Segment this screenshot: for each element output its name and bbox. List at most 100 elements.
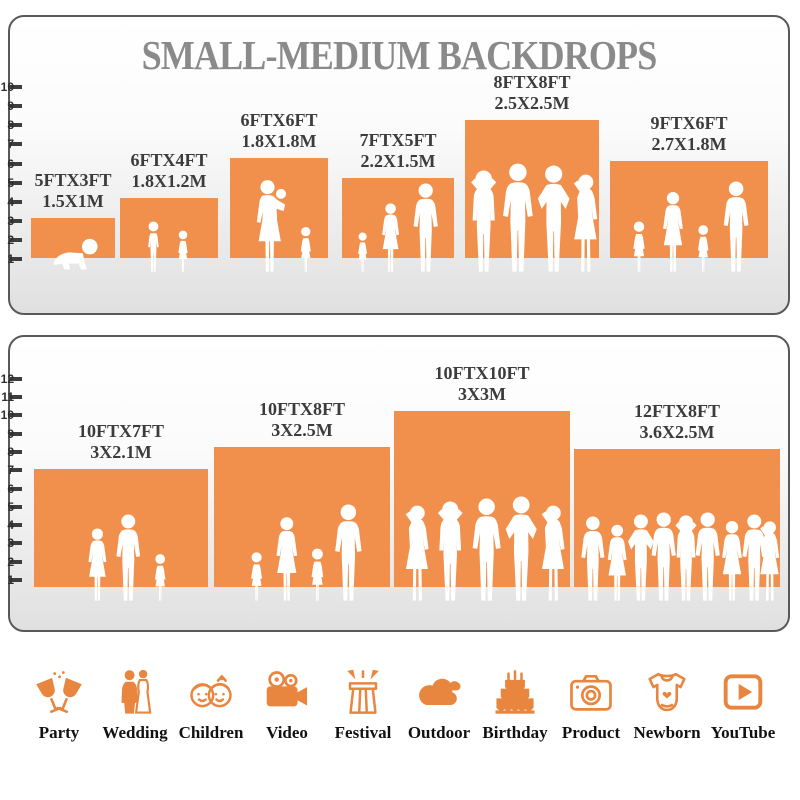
size-feet: 10FTX7FT bbox=[77, 421, 165, 441]
ruler-tick bbox=[9, 541, 22, 546]
backdrops-panel-medium: 1 2 3 4 5 6 7 8 9 10 11 12 10FTX7FT 3X2.1M 10FTX8FT 3X2… bbox=[1, 335, 790, 632]
person-silhouette-woman-arm-up bbox=[752, 520, 788, 601]
category-youtube: YouTube bbox=[706, 660, 780, 758]
person-silhouette-woman bbox=[715, 516, 749, 601]
size-meters: 2.7X1.8M bbox=[651, 134, 727, 154]
ruler-tick-label: 4 bbox=[7, 518, 14, 533]
backdrop-10ftx8ft: 10FTX8FT 3X2.5M bbox=[214, 399, 390, 601]
person-silhouette-woman bbox=[82, 524, 113, 601]
person-silhouette-girl bbox=[150, 550, 170, 601]
category-label: Video bbox=[266, 723, 308, 742]
page-title: SMALL-MEDIUM BACKDROPS bbox=[141, 32, 658, 78]
person-silhouette-woman-arm-up bbox=[396, 504, 439, 601]
ruler-tick bbox=[9, 376, 22, 381]
ruler-tick-label: 9 bbox=[7, 426, 14, 441]
person-silhouette-man-arms-up bbox=[427, 500, 473, 601]
size-meters: 3X2.5M bbox=[271, 420, 333, 440]
ruler-tick bbox=[9, 161, 22, 166]
backdrop-rect bbox=[214, 447, 390, 587]
person-silhouette-man bbox=[736, 514, 773, 601]
category-label: Children bbox=[178, 723, 244, 742]
backdrop-size-label: 7FTX5FT 2.2X1.5M bbox=[359, 130, 436, 172]
ruler-tick bbox=[9, 431, 22, 436]
size-feet: 7FTX5FT bbox=[359, 130, 437, 150]
backdrop-10ftx10ft: 10FTX10FT 3X3M bbox=[394, 363, 570, 601]
birthday-icon bbox=[489, 666, 541, 718]
category-label: Product bbox=[561, 723, 621, 742]
category-newborn: Newborn bbox=[630, 660, 704, 758]
person-silhouette-woman bbox=[601, 520, 633, 601]
backdrop-size-label: 9FTX6FT 2.7X1.8M bbox=[650, 113, 727, 155]
ruler-tick-label: 6 bbox=[7, 481, 14, 496]
backdrop-size-label: 10FTX7FT 3X2.1M bbox=[78, 421, 164, 463]
person-silhouette-boy bbox=[142, 220, 165, 272]
ruler-tick-label: 2 bbox=[7, 554, 14, 569]
category-label: YouTube bbox=[710, 723, 776, 742]
person-silhouette-girl bbox=[354, 229, 371, 272]
person-silhouette-girl bbox=[246, 548, 267, 601]
ruler-tick-label: 10 bbox=[0, 408, 14, 423]
product-icon bbox=[565, 666, 617, 718]
backdrop-rect bbox=[34, 469, 208, 587]
ruler-tick bbox=[9, 218, 22, 223]
ruler-tick bbox=[9, 199, 22, 204]
size-feet: 9FTX6FT bbox=[650, 113, 728, 133]
person-silhouette-man bbox=[689, 512, 726, 601]
ruler-tick bbox=[9, 237, 22, 242]
category-birthday: Birthday bbox=[478, 660, 552, 758]
person-silhouette-woman-arm-up bbox=[532, 504, 575, 601]
person-silhouette-baby-crawling bbox=[46, 236, 104, 272]
children-icon bbox=[185, 666, 237, 718]
backdrop-size-label: 6FTX6FT 1.8X1.8M bbox=[240, 110, 317, 152]
backdrop-8ftx8ft: 8FTX8FT 2.5X2.5M bbox=[465, 72, 599, 272]
ruler-tick-label: 6 bbox=[7, 156, 14, 171]
backdrop-rect bbox=[120, 198, 218, 258]
category-children: Children bbox=[174, 660, 248, 758]
person-silhouette-man bbox=[645, 512, 682, 601]
person-silhouette-man-hands-hips bbox=[528, 165, 579, 272]
category-label: Wedding bbox=[102, 723, 168, 742]
ruler-tick-label: 7 bbox=[7, 463, 14, 478]
backdrop-size-label: 8FTX8FT 2.5X2.5M bbox=[493, 72, 570, 114]
ruler-tick bbox=[9, 104, 22, 109]
ruler-tick bbox=[9, 395, 22, 399]
festival-icon bbox=[337, 666, 389, 718]
ruler-tick-label: 5 bbox=[7, 175, 14, 190]
person-silhouette-woman-arm-up bbox=[564, 173, 608, 272]
wedding-icon bbox=[109, 666, 161, 718]
ruler-tick-label: 5 bbox=[7, 499, 14, 514]
ruler-tick bbox=[9, 504, 22, 509]
category-row: Party Wedding Children Video Festival Outdoor… bbox=[22, 660, 780, 758]
outdoor-icon bbox=[413, 666, 465, 718]
category-label: Party bbox=[38, 723, 80, 742]
ruler-tick bbox=[9, 142, 22, 147]
size-feet: 12FTX8FT bbox=[633, 401, 721, 421]
ruler-tick-label: 9 bbox=[7, 99, 14, 114]
category-party: Party bbox=[22, 660, 96, 758]
ruler-tick-label: 10 bbox=[0, 80, 14, 95]
person-silhouette-man bbox=[110, 514, 147, 601]
person-silhouette-girl bbox=[174, 227, 192, 272]
newborn-icon bbox=[641, 666, 693, 718]
person-silhouette-man-hands-hips bbox=[620, 514, 662, 601]
ruler-tick-label: 11 bbox=[1, 390, 14, 404]
category-video: Video bbox=[250, 660, 324, 758]
category-label: Birthday bbox=[482, 723, 548, 742]
backdrop-9ftx6ft: 9FTX6FT 2.7X1.8M bbox=[610, 113, 768, 272]
person-silhouette-man-arms-up bbox=[666, 514, 706, 601]
person-silhouette-woman bbox=[656, 187, 690, 272]
size-meters: 3X3M bbox=[457, 384, 506, 404]
video-icon bbox=[261, 666, 313, 718]
backdrop-rect bbox=[574, 449, 780, 587]
person-silhouette-man bbox=[575, 516, 611, 601]
category-label: Outdoor bbox=[407, 723, 471, 742]
backdrop-size-label: 5FTX3FT 1.5X1M bbox=[34, 170, 111, 212]
ruler-tick bbox=[9, 486, 22, 491]
category-wedding: Wedding bbox=[98, 660, 172, 758]
size-meters: 1.8X1.8M bbox=[241, 131, 317, 151]
ruler-tick-label: 1 bbox=[7, 252, 14, 266]
person-silhouette-girl bbox=[628, 217, 650, 272]
backdrop-rect bbox=[31, 218, 115, 258]
size-feet: 6FTX4FT bbox=[130, 150, 208, 170]
ruler-tick-label: 8 bbox=[7, 118, 14, 133]
